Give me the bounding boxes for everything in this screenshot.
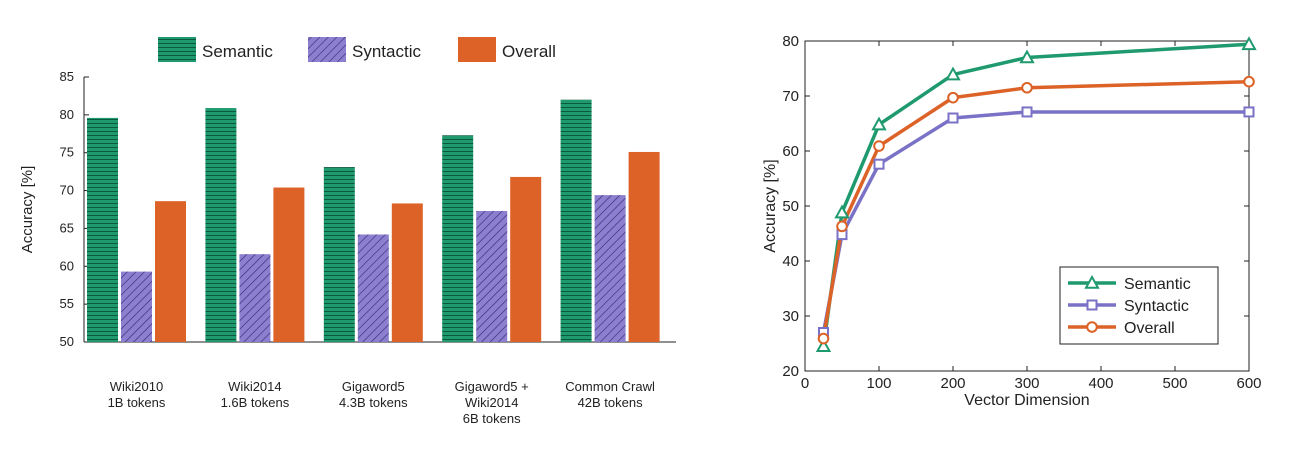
x-category-label: Gigaword5: [342, 379, 405, 394]
y-tick-label: 80: [782, 33, 799, 50]
data-point-syntactic: [1243, 106, 1255, 118]
x-tick-label: 300: [1014, 375, 1039, 392]
y-axis-label: Accuracy [%]: [19, 166, 36, 254]
x-category-label: 4.3B tokens: [339, 395, 408, 410]
x-tick-label: 200: [940, 375, 965, 392]
x-category-label: 6B tokens: [463, 411, 521, 426]
bar-syntactic: [476, 211, 508, 342]
bar-syntactic: [594, 195, 626, 342]
data-point-semantic: [945, 66, 961, 81]
x-category-label: Wiki2014: [465, 395, 518, 410]
bar-syntactic: [357, 234, 389, 342]
legend-swatch-semantic: [158, 37, 196, 62]
data-point-syntactic: [1021, 106, 1033, 118]
legend-marker-syntactic: [1086, 299, 1098, 311]
bar-semantic: [323, 167, 355, 342]
x-category-label: Wiki2014: [228, 379, 281, 394]
legend-label: Syntactic: [352, 42, 421, 61]
bar-overall: [510, 176, 542, 342]
x-category-label: Gigaword5 +: [455, 379, 529, 394]
legend-label: Overall: [502, 42, 556, 61]
bar-overall: [155, 201, 186, 342]
bar-overall: [391, 203, 423, 342]
y-tick-label: 30: [782, 308, 799, 325]
series-line-overall: [821, 79, 1250, 339]
legend-label: Semantic: [1124, 276, 1191, 293]
data-point-overall: [836, 220, 848, 233]
data-point-overall: [817, 332, 830, 345]
y-tick-label: 65: [60, 220, 74, 235]
data-point-semantic: [834, 204, 850, 219]
x-category-label: Common Crawl: [565, 379, 655, 394]
data-point-syntactic: [947, 112, 959, 124]
x-category-label: 1B tokens: [108, 395, 166, 410]
bar-overall: [273, 187, 305, 342]
bar-overall: [628, 151, 660, 342]
y-tick-label: 70: [782, 88, 799, 105]
bar-syntactic: [121, 271, 152, 342]
y-tick-label: 50: [60, 334, 74, 349]
line-chart: 0 100 200 300 400 500 600 20 30 40 50 60 70 80 Vector …: [762, 33, 1262, 409]
y-tick-label: 85: [60, 69, 74, 84]
legend-label: Syntactic: [1124, 298, 1189, 315]
bar-syntactic: [239, 254, 271, 342]
legend-swatch-syntactic: [308, 37, 346, 62]
x-category-label: Wiki2010: [110, 379, 163, 394]
bar-semantic: [87, 117, 118, 342]
legend-label: Semantic: [202, 42, 273, 61]
x-axis-label: Vector Dimension: [964, 392, 1089, 409]
y-tick-label: 40: [782, 253, 799, 270]
y-tick-label: 20: [782, 363, 799, 380]
data-point-overall: [873, 140, 885, 152]
x-category-label: 42B tokens: [578, 395, 644, 410]
x-category-label: 1.6B tokens: [221, 395, 290, 410]
y-tick-label: 50: [782, 198, 799, 215]
data-point-overall: [1021, 81, 1033, 94]
data-point-semantic: [1019, 49, 1035, 64]
data-point-semantic: [815, 338, 832, 353]
y-tick-label: 70: [60, 183, 74, 198]
x-tick-label: 0: [801, 375, 809, 392]
data-point-semantic: [1241, 36, 1257, 51]
legend-label: Overall: [1124, 320, 1175, 337]
data-point-overall: [1243, 75, 1255, 88]
bar-semantic: [560, 99, 592, 342]
x-tick-label: 600: [1236, 375, 1261, 392]
bar-semantic: [442, 135, 474, 342]
x-tick-label: 400: [1088, 375, 1113, 392]
data-point-semantic: [871, 116, 887, 131]
y-tick-label: 55: [60, 296, 74, 311]
legend-marker-overall: [1086, 321, 1098, 333]
y-tick-label: 60: [782, 143, 799, 160]
x-tick-label: 500: [1162, 375, 1187, 392]
y-tick-label: 75: [60, 145, 74, 160]
legend-marker-semantic: [1084, 274, 1100, 289]
y-tick-label: 60: [60, 258, 74, 273]
data-point-overall: [947, 91, 959, 104]
y-axis-label: Accuracy [%]: [762, 159, 779, 252]
legend-swatch-overall: [458, 37, 496, 62]
data-point-syntactic: [873, 158, 885, 170]
bar-semantic: [205, 108, 237, 343]
x-tick-label: 100: [866, 375, 891, 392]
y-tick-label: 80: [60, 107, 74, 122]
